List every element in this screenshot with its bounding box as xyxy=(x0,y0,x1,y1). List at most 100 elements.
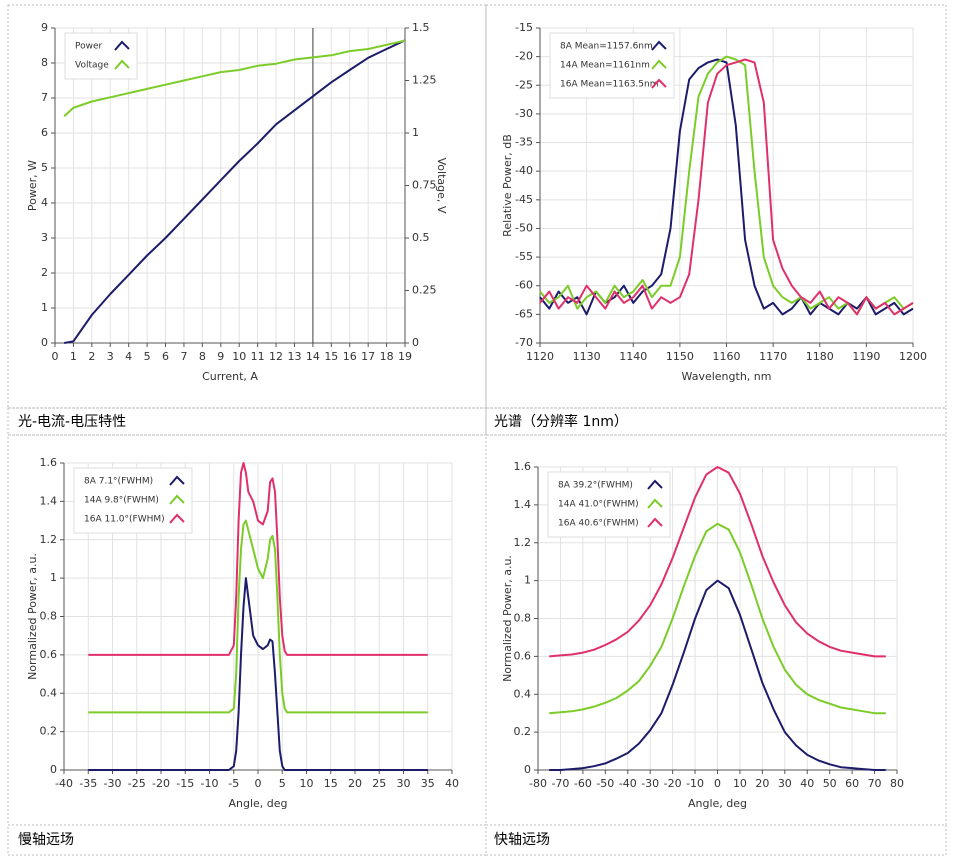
y-tick-label: 2 xyxy=(41,266,48,279)
x-tick-label: -30 xyxy=(104,777,122,790)
x-tick-label: -40 xyxy=(619,777,637,790)
x-tick-label: -15 xyxy=(176,777,194,790)
legend-label: 14A 9.8°(FWHM) xyxy=(84,496,159,506)
x-tick-label: 10 xyxy=(733,777,747,790)
legend-swatch xyxy=(647,498,663,509)
series-line xyxy=(88,462,428,656)
series-line xyxy=(539,58,914,316)
caption: 慢轴远场 xyxy=(18,831,74,848)
y-tick-label: 1 xyxy=(41,301,48,314)
y-tick-label: -30 xyxy=(515,107,533,120)
y-tick-label: -55 xyxy=(515,250,533,263)
y-tick-label: -70 xyxy=(515,336,533,349)
caption: 光谱（分辨率 1nm） xyxy=(494,413,628,430)
legend-label: Power xyxy=(75,42,103,52)
x-tick-label: 18 xyxy=(380,350,394,363)
x-axis-label: Wavelength, nm xyxy=(682,370,772,383)
x-tick-label: -35 xyxy=(79,777,97,790)
x-tick-label: 6 xyxy=(162,350,169,363)
x-tick-label: 1160 xyxy=(713,350,741,363)
x-axis-label: Angle, deg xyxy=(688,797,747,810)
y-tick-label: 1.6 xyxy=(40,456,58,469)
series-line xyxy=(64,39,406,344)
x-tick-label: -50 xyxy=(596,777,614,790)
legend-label: 16A 11.0°(FWHM) xyxy=(84,515,165,525)
y-tick-label: 1.2 xyxy=(40,533,58,546)
x-tick-label: 20 xyxy=(755,777,769,790)
y-tick-label: -25 xyxy=(515,78,533,91)
y2-tick-label: 1.25 xyxy=(412,74,437,87)
y-tick-label: 0.4 xyxy=(40,686,58,699)
x-tick-label: 1120 xyxy=(526,350,554,363)
y-axis-label: Normalized Power, a.u. xyxy=(26,553,39,680)
x-tick-label: -25 xyxy=(128,777,146,790)
x-axis-label: Current, A xyxy=(202,370,258,383)
y-axis-label: Relative Power, dB xyxy=(501,134,514,237)
y-tick-label: 0 xyxy=(524,763,531,776)
y-tick-label: 6 xyxy=(41,126,48,139)
caption: 快轴远场 xyxy=(494,832,550,848)
caption: 光-电流-电压特性 xyxy=(18,414,126,430)
y-tick-label: 0 xyxy=(41,336,48,349)
y-tick-label: -45 xyxy=(515,193,533,206)
y-tick-label: 0.6 xyxy=(40,648,58,661)
y-tick-label: 0.8 xyxy=(514,612,532,625)
x-tick-label: 16 xyxy=(343,350,357,363)
x-tick-label: 2 xyxy=(88,350,95,363)
x-tick-label: 19 xyxy=(398,350,412,363)
series-line xyxy=(549,579,886,771)
x-tick-label: 1180 xyxy=(806,350,834,363)
legend-label: Voltage xyxy=(75,61,109,71)
y2-axis-label: Voltage, V xyxy=(435,158,448,214)
x-tick-label: -10 xyxy=(686,777,704,790)
y-tick-label: 0.4 xyxy=(514,687,532,700)
x-tick-label: 1190 xyxy=(852,350,880,363)
series-line xyxy=(63,39,406,117)
x-tick-label: 0 xyxy=(255,777,262,790)
x-tick-label: 40 xyxy=(800,777,814,790)
y-tick-label: 1.6 xyxy=(514,460,532,473)
x-tick-label: 15 xyxy=(324,350,338,363)
x-tick-label: 30 xyxy=(397,777,411,790)
x-tick-label: 5 xyxy=(279,777,286,790)
y-tick-label: 1.4 xyxy=(514,498,532,511)
y2-tick-label: 0.25 xyxy=(412,284,437,297)
x-tick-label: 9 xyxy=(217,350,224,363)
x-tick-label: 20 xyxy=(348,777,362,790)
x-tick-label: 11 xyxy=(251,350,265,363)
legend-label: 8A 39.2°(FWHM) xyxy=(558,481,633,491)
x-tick-label: 14 xyxy=(306,350,320,363)
x-tick-label: 10 xyxy=(232,350,246,363)
x-tick-label: 13 xyxy=(287,350,301,363)
x-tick-label: -10 xyxy=(201,777,219,790)
cell xyxy=(7,407,487,436)
y-tick-label: -20 xyxy=(515,50,533,63)
legend-swatch xyxy=(647,479,663,490)
y-tick-label: 5 xyxy=(41,161,48,174)
x-tick-label: 4 xyxy=(125,350,132,363)
y-tick-label: 8 xyxy=(41,56,48,69)
x-tick-label: -40 xyxy=(55,777,73,790)
x-tick-label: -80 xyxy=(529,777,547,790)
x-tick-label: 1150 xyxy=(666,350,694,363)
x-tick-label: 60 xyxy=(845,777,859,790)
x-tick-label: -5 xyxy=(228,777,239,790)
x-tick-label: 10 xyxy=(300,777,314,790)
y2-tick-label: 1.5 xyxy=(412,21,430,34)
y-tick-label: -50 xyxy=(515,221,533,234)
legend-label: 14A Mean=1161nm xyxy=(560,61,650,71)
cell xyxy=(7,824,487,856)
y-tick-label: 3 xyxy=(41,231,48,244)
y2-tick-label: 0 xyxy=(412,336,419,349)
legend-swatch xyxy=(169,513,185,524)
legend-swatch xyxy=(169,475,185,486)
cell xyxy=(485,824,947,856)
series-line xyxy=(549,522,886,715)
y-axis-label: Normalized Power, a.u. xyxy=(501,555,514,682)
y-tick-label: 7 xyxy=(41,91,48,104)
x-tick-label: 70 xyxy=(868,777,882,790)
y2-tick-label: 0.75 xyxy=(412,179,437,192)
legend-box xyxy=(64,32,138,80)
series-line xyxy=(88,519,428,714)
cell xyxy=(7,4,487,409)
